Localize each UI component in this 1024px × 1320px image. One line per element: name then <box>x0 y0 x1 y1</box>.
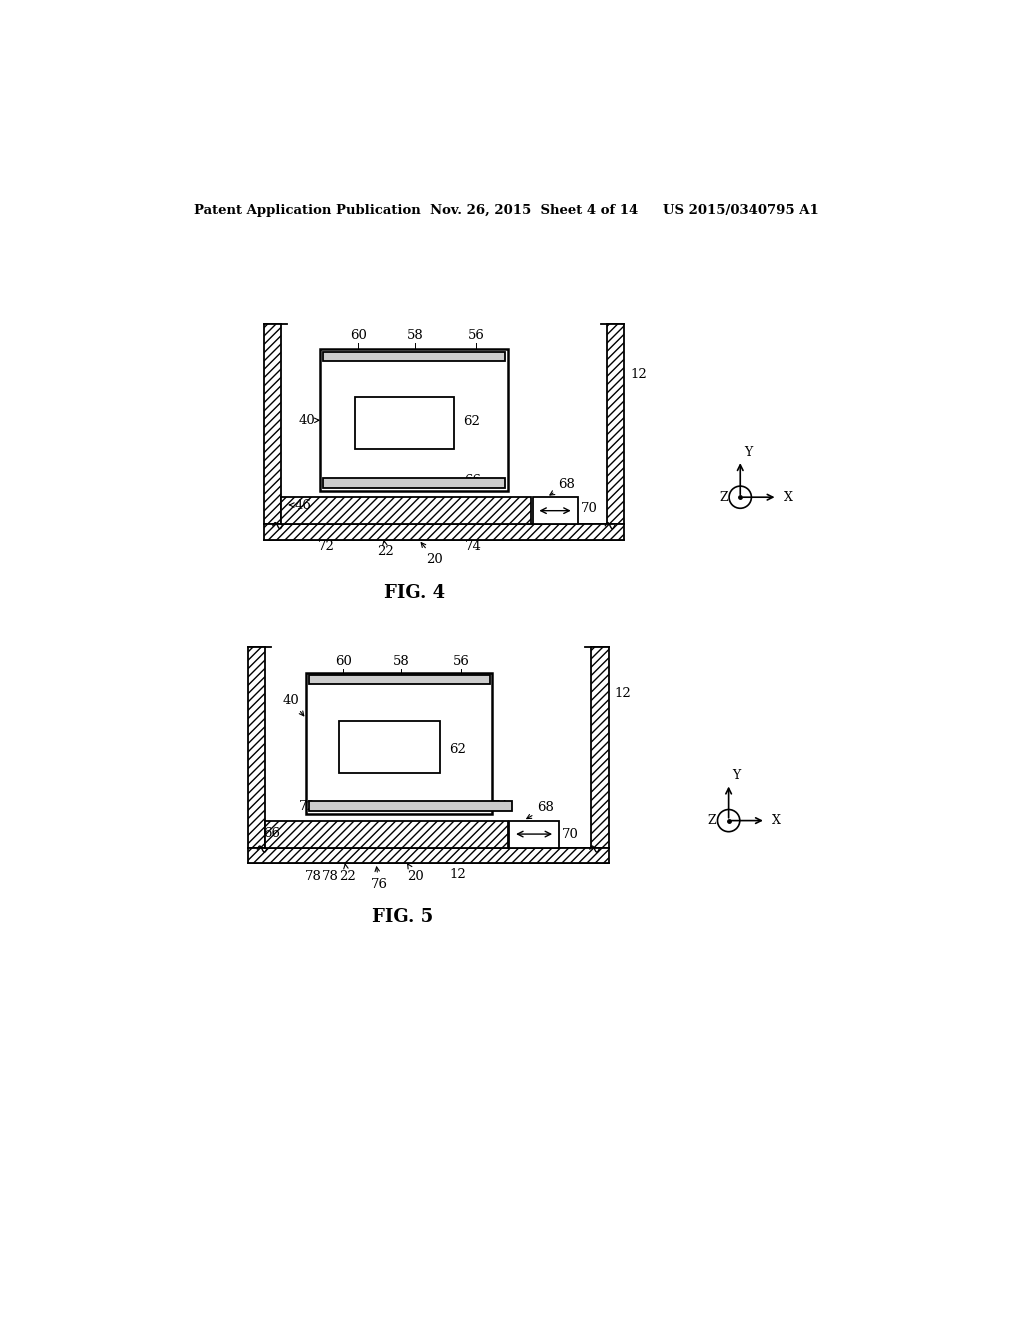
Text: 58: 58 <box>392 655 410 668</box>
Text: Z: Z <box>719 491 728 504</box>
Text: Z: Z <box>708 814 716 828</box>
Text: Nov. 26, 2015  Sheet 4 of 14: Nov. 26, 2015 Sheet 4 of 14 <box>430 205 639 218</box>
Bar <box>592 647 608 847</box>
Bar <box>607 323 624 524</box>
Bar <box>306 673 493 814</box>
Text: 58: 58 <box>407 329 423 342</box>
Text: 62: 62 <box>450 743 467 756</box>
Text: 72: 72 <box>299 800 315 813</box>
Text: 78: 78 <box>322 870 339 883</box>
Bar <box>248 847 608 863</box>
Text: 20: 20 <box>407 865 424 883</box>
Text: 60: 60 <box>350 329 367 342</box>
Text: 12: 12 <box>614 686 632 700</box>
Text: FIG. 4: FIG. 4 <box>384 585 445 602</box>
Text: 68: 68 <box>526 801 554 818</box>
Text: FIG. 5: FIG. 5 <box>373 908 434 925</box>
Bar <box>323 478 506 488</box>
Text: 12: 12 <box>630 367 647 380</box>
Text: 66: 66 <box>263 828 281 841</box>
Bar <box>592 647 608 847</box>
Bar <box>263 323 281 524</box>
Bar <box>607 323 624 524</box>
Text: 46: 46 <box>289 499 311 512</box>
Bar <box>281 498 531 524</box>
Text: X: X <box>783 491 793 504</box>
Text: Y: Y <box>744 446 753 459</box>
Text: 68: 68 <box>550 478 575 495</box>
Bar <box>321 350 508 491</box>
Bar <box>509 821 559 847</box>
Text: 20: 20 <box>421 543 443 566</box>
Bar <box>308 801 512 812</box>
Text: 72: 72 <box>317 540 335 553</box>
Text: 74: 74 <box>465 540 482 553</box>
Text: 76: 76 <box>371 867 387 891</box>
Text: 62: 62 <box>463 416 479 428</box>
Text: 70: 70 <box>562 828 579 841</box>
Bar <box>248 647 265 847</box>
Text: US 2015/0340795 A1: US 2015/0340795 A1 <box>663 205 818 218</box>
Bar <box>263 323 281 524</box>
Text: 12: 12 <box>450 869 466 880</box>
Text: 56: 56 <box>453 655 470 668</box>
Text: 22: 22 <box>378 541 394 558</box>
Text: 40: 40 <box>299 414 319 428</box>
Text: Patent Application Publication: Patent Application Publication <box>194 205 421 218</box>
Text: 70: 70 <box>582 502 598 515</box>
Text: 40: 40 <box>283 693 304 715</box>
Text: 66: 66 <box>464 474 481 487</box>
Bar <box>263 524 624 540</box>
Bar <box>339 721 439 774</box>
Bar <box>532 498 578 524</box>
Text: 78: 78 <box>305 870 322 883</box>
Text: 22: 22 <box>339 865 355 883</box>
Bar <box>308 675 489 684</box>
Text: 74: 74 <box>493 800 509 813</box>
Text: 60: 60 <box>335 655 352 668</box>
Bar <box>323 351 506 360</box>
Bar <box>265 821 508 847</box>
Text: Y: Y <box>732 770 740 783</box>
Bar <box>248 847 608 863</box>
Bar <box>263 524 624 540</box>
Bar <box>248 647 265 847</box>
Text: 56: 56 <box>468 329 484 342</box>
Bar <box>355 397 454 449</box>
Text: X: X <box>772 814 781 828</box>
